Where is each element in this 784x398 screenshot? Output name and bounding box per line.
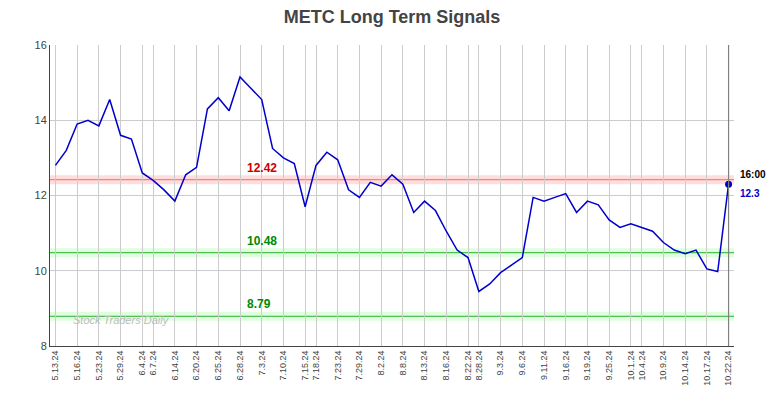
svg-text:METC Long Term Signals: METC Long Term Signals — [284, 7, 501, 27]
svg-text:10.4.24: 10.4.24 — [637, 351, 647, 381]
svg-text:16:00: 16:00 — [740, 169, 766, 180]
svg-text:7.15.24: 7.15.24 — [300, 351, 310, 381]
svg-text:9.6.24: 9.6.24 — [517, 351, 527, 376]
svg-text:10.9.24: 10.9.24 — [658, 351, 668, 381]
svg-text:10.14.24: 10.14.24 — [680, 351, 690, 386]
svg-text:10: 10 — [35, 265, 47, 277]
svg-text:Stock Traders Daily: Stock Traders Daily — [73, 314, 170, 326]
svg-text:6.14.24: 6.14.24 — [170, 351, 180, 381]
svg-text:9.16.24: 9.16.24 — [561, 351, 571, 381]
svg-text:8.13.24: 8.13.24 — [419, 351, 429, 381]
svg-text:10.48: 10.48 — [247, 234, 277, 248]
svg-text:6.7.24: 6.7.24 — [148, 351, 158, 376]
svg-text:6.20.24: 6.20.24 — [191, 351, 201, 381]
svg-text:6.28.24: 6.28.24 — [235, 351, 245, 381]
svg-text:7.18.24: 7.18.24 — [311, 351, 321, 381]
svg-text:9.3.24: 9.3.24 — [495, 351, 505, 376]
svg-text:8.22.24: 8.22.24 — [463, 351, 473, 381]
svg-text:8.16.24: 8.16.24 — [441, 351, 451, 381]
svg-text:16: 16 — [35, 39, 47, 51]
svg-text:10.1.24: 10.1.24 — [626, 351, 636, 381]
svg-text:8.28.24: 8.28.24 — [474, 351, 484, 381]
svg-text:5.29.24: 5.29.24 — [115, 351, 125, 381]
svg-text:7.29.24: 7.29.24 — [354, 351, 364, 381]
svg-text:6.25.24: 6.25.24 — [213, 351, 223, 381]
svg-text:9.19.24: 9.19.24 — [582, 351, 592, 381]
svg-text:8.79: 8.79 — [247, 297, 271, 311]
svg-text:9.25.24: 9.25.24 — [604, 351, 614, 381]
svg-text:8: 8 — [41, 340, 47, 352]
svg-text:14: 14 — [35, 114, 47, 126]
svg-text:10.17.24: 10.17.24 — [702, 351, 712, 386]
svg-text:12.3: 12.3 — [740, 188, 760, 199]
svg-text:6.4.24: 6.4.24 — [137, 351, 147, 376]
svg-text:10.22.24: 10.22.24 — [723, 351, 733, 386]
svg-text:12.42: 12.42 — [247, 161, 277, 175]
svg-text:5.16.24: 5.16.24 — [72, 351, 82, 381]
svg-text:8.8.24: 8.8.24 — [398, 351, 408, 376]
svg-text:7.10.24: 7.10.24 — [278, 351, 288, 381]
svg-text:7.3.24: 7.3.24 — [257, 351, 267, 376]
svg-text:7.23.24: 7.23.24 — [333, 351, 343, 381]
svg-text:9.11.24: 9.11.24 — [539, 351, 549, 380]
svg-text:8.2.24: 8.2.24 — [376, 351, 386, 376]
svg-text:5.23.24: 5.23.24 — [94, 351, 104, 381]
svg-text:5.13.24: 5.13.24 — [50, 351, 60, 381]
svg-text:12: 12 — [35, 189, 47, 201]
